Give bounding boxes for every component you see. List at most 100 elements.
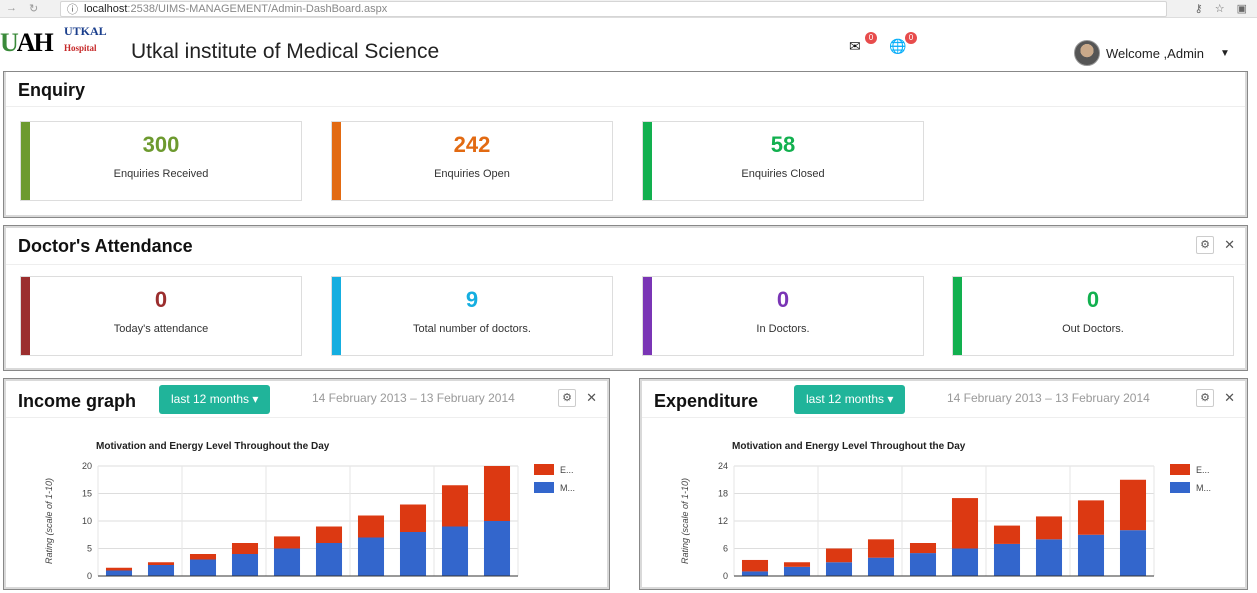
income-chart-svg: Motivation and Energy Level Throughout t…: [44, 441, 575, 581]
legend-swatch: [534, 464, 554, 475]
bar-m: [1119, 530, 1147, 576]
stat-label: Enquiries Received: [113, 168, 209, 180]
bar-e: [741, 559, 769, 572]
stat-value: 0: [776, 287, 790, 312]
globe-badge: 0: [905, 32, 917, 44]
legend-label: M...: [1196, 483, 1211, 493]
browser-actions: ⚷ ☆ ▣: [1167, 2, 1257, 15]
enquiry-title: Enquiry: [18, 80, 86, 100]
logo-text-bottom: Hospital: [64, 43, 97, 53]
divider: [6, 417, 607, 418]
logo-mark: UAH: [0, 28, 54, 57]
close-icon[interactable]: ✕: [586, 390, 597, 405]
url-host: localhost: [84, 2, 128, 15]
income-panel: Income graph last 12 months ▾ 14 Februar…: [4, 379, 609, 589]
legend-label: E...: [1196, 465, 1210, 475]
star-icon[interactable]: ☆: [1214, 3, 1225, 15]
bar-e: [951, 498, 979, 549]
bar-m: [909, 553, 937, 576]
bar-e: [441, 485, 469, 527]
avatar: [1074, 40, 1100, 66]
mail-badge: 0: [865, 32, 877, 44]
caret-down-icon: ▾: [252, 392, 259, 406]
expenditure-chart-svg: Motivation and Energy Level Throughout t…: [680, 441, 1211, 581]
expenditure-period-dropdown[interactable]: last 12 months ▾: [794, 385, 906, 414]
gear-icon[interactable]: ⚙: [1196, 389, 1215, 407]
reload-icon[interactable]: ↻: [29, 3, 39, 15]
divider: [6, 106, 1245, 107]
stat-label: In Doctors.: [756, 323, 810, 335]
browser-toolbar: → ↻ ⓘ localhost:2538/UIMS-MANAGEMENT/Adm…: [0, 0, 1257, 18]
divider: [642, 417, 1245, 418]
bar-m: [315, 543, 343, 576]
y-tick-label: 12: [718, 516, 728, 526]
expenditure-title: Expenditure: [654, 391, 759, 411]
y-tick-label: 24: [718, 461, 728, 471]
legend-swatch: [1170, 482, 1190, 493]
key-icon[interactable]: ⚷: [1194, 3, 1203, 15]
bar-e: [825, 548, 853, 563]
bar-e: [273, 536, 301, 549]
bar-m: [231, 554, 259, 576]
attendance-panel: Doctor's Attendance ⚙ ✕ 0 Today's attend…: [4, 226, 1247, 370]
stat-out-doctors: 0 Out Doctors.: [952, 276, 1234, 356]
stat-label: Out Doctors.: [1062, 323, 1124, 335]
app-header: UAH UTKAL Hospital Utkal institute of Me…: [0, 18, 1257, 80]
y-tick-label: 6: [723, 544, 728, 554]
income-period-dropdown[interactable]: last 12 months ▾: [159, 385, 271, 414]
bar-m: [357, 537, 385, 576]
stat-value: 300: [142, 132, 180, 157]
bar-m: [483, 521, 511, 576]
bar-m: [951, 548, 979, 576]
app-title: Utkal institute of Medical Science: [131, 40, 440, 63]
stat-enquiries-received: 300 Enquiries Received: [20, 121, 302, 201]
stat-accent: [332, 277, 341, 355]
stat-value: 0: [154, 287, 168, 312]
extension-icon[interactable]: ▣: [1236, 3, 1247, 15]
browser-nav: → ↻: [0, 2, 60, 15]
bar-e: [993, 525, 1021, 544]
stat-value: 58: [770, 132, 796, 157]
bar-m: [1077, 534, 1105, 576]
bar-m: [993, 543, 1021, 576]
chevron-down-icon: ▼: [1220, 47, 1230, 59]
bar-e: [483, 466, 511, 521]
stat-enquiries-open: 242 Enquiries Open: [331, 121, 613, 201]
logo-text-top: UTKAL: [64, 24, 107, 38]
bar-e: [315, 526, 343, 543]
stat-accent: [643, 277, 652, 355]
y-tick-label: 10: [82, 516, 92, 526]
caret-down-icon: ▾: [887, 392, 894, 406]
gear-icon[interactable]: ⚙: [558, 389, 577, 407]
close-icon[interactable]: ✕: [1224, 390, 1235, 405]
bar-m: [399, 532, 427, 576]
bar-e: [1077, 500, 1105, 535]
globe-icon: 🌐: [889, 38, 907, 54]
expenditure-chart: Motivation and Energy Level Throughout t…: [642, 418, 1242, 588]
mail-button[interactable]: ✉ 0: [849, 32, 877, 54]
y-tick-label: 5: [87, 544, 92, 554]
panel-tools: ⚙ ✕: [1196, 236, 1235, 254]
globe-button[interactable]: 🌐 0: [889, 32, 917, 54]
chart-title: Motivation and Energy Level Throughout t…: [732, 441, 966, 452]
stat-in-doctors: 0 In Doctors.: [642, 276, 924, 356]
bar-e: [399, 504, 427, 532]
bar-m: [783, 566, 811, 576]
gear-icon[interactable]: ⚙: [1196, 236, 1215, 254]
y-axis-label: Rating (scale of 1-10): [44, 478, 54, 564]
bar-e: [1119, 479, 1147, 531]
close-icon[interactable]: ✕: [1224, 237, 1235, 252]
expenditure-panel: Expenditure last 12 months ▾ 14 February…: [640, 379, 1247, 589]
user-menu[interactable]: Welcome ,Admin ▼: [1074, 40, 1230, 66]
bar-e: [909, 543, 937, 554]
legend-swatch: [1170, 464, 1190, 475]
logo[interactable]: UAH UTKAL Hospital: [0, 24, 115, 58]
forward-icon[interactable]: →: [6, 2, 17, 14]
stat-accent: [21, 277, 30, 355]
bar-e: [147, 562, 175, 565]
bar-m: [867, 557, 895, 576]
stat-accent: [953, 277, 962, 355]
address-bar[interactable]: ⓘ localhost:2538/UIMS-MANAGEMENT/Admin-D…: [60, 0, 1167, 17]
attendance-title: Doctor's Attendance: [18, 236, 193, 256]
dropdown-label: last 12 months: [171, 392, 250, 406]
